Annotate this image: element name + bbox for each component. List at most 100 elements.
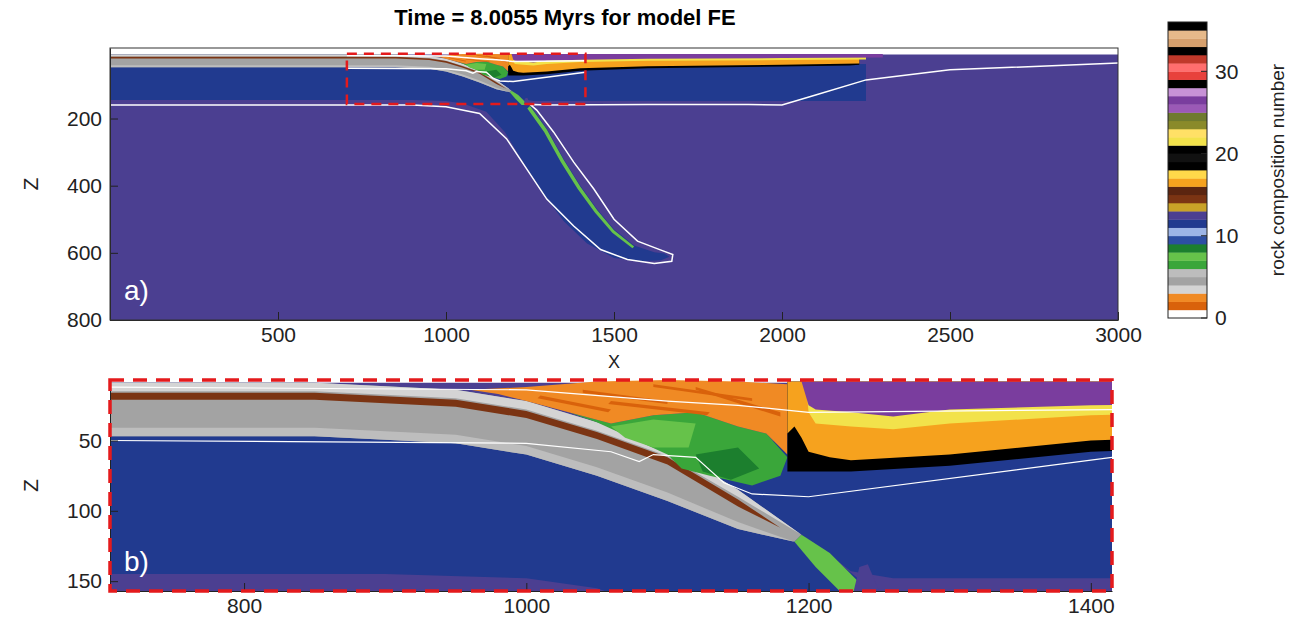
colorbar-segment [1168, 145, 1207, 154]
tick-mark [1091, 583, 1092, 591]
colorbar-segment [1168, 277, 1207, 286]
x-axis: 50010001500200025003000 [111, 312, 1142, 346]
colorbar-segment [1168, 22, 1207, 31]
tick-label: 50 [79, 429, 102, 452]
colorbar-segment [1168, 71, 1207, 80]
colorbar-segment [1168, 228, 1207, 237]
tick-label: 150 [67, 569, 102, 592]
colorbar-tick [1201, 71, 1207, 72]
colorbar-segment [1168, 302, 1207, 311]
tick-mark [446, 312, 447, 320]
contour-line [110, 63, 1118, 263]
composition-region [653, 384, 752, 401]
tick-label: 800 [67, 308, 102, 331]
zoom-box [347, 54, 586, 104]
tick: 2000 [759, 312, 806, 346]
tick-mark [110, 440, 118, 441]
colorbar-segment [1168, 186, 1207, 195]
colorbar-title: rock composition number [1267, 63, 1288, 276]
colorbar-segment [1168, 211, 1207, 220]
tick-mark [110, 119, 118, 120]
composition-region [696, 448, 760, 480]
colorbar-segment [1168, 260, 1207, 269]
composition-region [583, 390, 668, 404]
composition-region [794, 535, 865, 591]
tick: 1200 [786, 583, 833, 617]
colorbar-tick [1201, 235, 1207, 236]
composition-region [854, 564, 879, 591]
colorbar: 0102030rock composition number [1168, 22, 1288, 329]
tick-mark [110, 581, 118, 582]
plot-area [110, 380, 1112, 591]
colorbar-segment [1168, 203, 1207, 212]
colorbar-segment [1168, 195, 1207, 204]
panel-label: b) [124, 546, 149, 577]
tick-mark [782, 312, 783, 320]
plot-area [110, 48, 1118, 320]
colorbar-segment [1168, 47, 1207, 56]
tick-label: 500 [261, 323, 296, 346]
panel: 50010001500200025003000200400600800XZa) [19, 48, 1142, 372]
tick-label: 600 [67, 241, 102, 264]
tick-label: 1000 [423, 323, 470, 346]
composition-region [527, 106, 634, 248]
composition-region [696, 387, 781, 417]
tick-label: 200 [67, 107, 102, 130]
y-axis-title: Z [19, 177, 42, 190]
plot-frame [110, 48, 1118, 320]
colorbar-segment [1168, 269, 1207, 278]
colorbar-segment [1168, 88, 1207, 97]
colorbar-segment [1168, 30, 1207, 39]
tick-mark [110, 253, 118, 254]
contour-line [110, 440, 1112, 496]
tick: 1500 [591, 312, 638, 346]
colorbar-tick-label: 10 [1215, 224, 1238, 247]
colorbar-segment [1168, 252, 1207, 261]
tick-mark [614, 312, 615, 320]
contour-line [110, 419, 1112, 591]
colorbar-segment [1168, 96, 1207, 105]
y-axis-title: Z [19, 479, 42, 492]
colorbar-tick [1201, 318, 1207, 319]
colorbar-segment [1168, 55, 1207, 64]
tick-label: 1500 [591, 323, 638, 346]
figure: Time = 8.0055 Myrs for model FE 500 1000 15… [0, 0, 1296, 628]
tick: 50 [79, 429, 118, 452]
tick: 500 [261, 312, 296, 346]
tick-label: 800 [227, 594, 262, 617]
composition-region [110, 57, 506, 89]
composition-region [538, 395, 611, 412]
composition-region [611, 419, 696, 447]
tick: 1400 [1068, 583, 1115, 617]
tick: 2500 [927, 312, 974, 346]
colorbar-segment [1168, 162, 1207, 171]
tick-mark [110, 186, 118, 187]
tick: 1000 [503, 583, 550, 617]
colorbar-segment [1168, 236, 1207, 245]
tick-mark [809, 583, 810, 591]
colorbar-segment [1168, 104, 1207, 113]
tick-mark [278, 312, 279, 320]
colorbar-frame [1168, 22, 1207, 318]
tick-label: 1000 [503, 594, 550, 617]
x-axis-title: X [608, 352, 620, 372]
composition-region [110, 54, 512, 92]
title: Time = 8.0055 Myrs for model FE [394, 5, 735, 30]
tick-label: 1400 [1068, 594, 1115, 617]
contour-line [110, 387, 1112, 412]
colorbar-segment [1168, 38, 1207, 47]
colorbar-segment [1168, 178, 1207, 187]
colorbar-segment [1168, 137, 1207, 146]
colorbar-segment [1168, 310, 1207, 319]
tick-label: 100 [67, 499, 102, 522]
colorbar-tick-label: 30 [1215, 60, 1238, 83]
composition-region [110, 48, 1118, 54]
tick-mark [950, 312, 951, 320]
panel: 800 1000 1200 1400 50 100 150 Zb) [0, 356, 1296, 628]
plot-frame [110, 380, 1112, 591]
colorbar-tick [1201, 153, 1207, 154]
composition-region [110, 54, 1118, 320]
panel-label: a) [124, 275, 149, 306]
colorbar-segment [1168, 244, 1207, 253]
composition-region [110, 54, 669, 261]
